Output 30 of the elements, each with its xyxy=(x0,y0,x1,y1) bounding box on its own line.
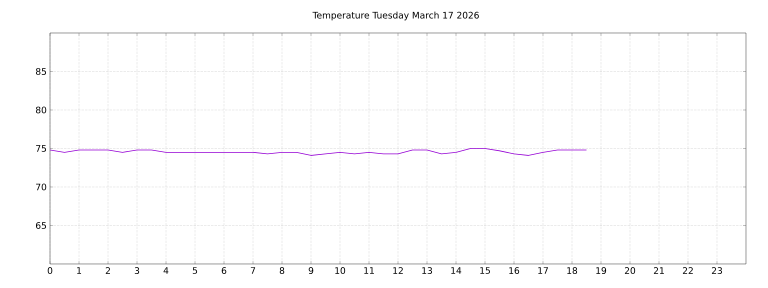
x-tick-label: 12 xyxy=(393,267,403,274)
y-tick-label: 75 xyxy=(36,145,46,152)
x-tick-label: 11 xyxy=(364,267,374,274)
x-tick-label: 2 xyxy=(106,267,110,274)
y-tick-label: 70 xyxy=(36,184,46,190)
x-tick-label: 19 xyxy=(596,267,606,274)
x-tick-label: 8 xyxy=(280,267,284,274)
x-tick-label: 22 xyxy=(682,267,693,274)
x-tick-label: 4 xyxy=(164,267,168,274)
x-tick-label: 16 xyxy=(509,267,520,274)
chart-title: Temperature Tuesday March 17 2026 xyxy=(312,12,479,20)
x-tick-label: 3 xyxy=(134,267,140,274)
x-tick-label: 23 xyxy=(712,267,722,274)
x-tick-label: 18 xyxy=(567,267,578,274)
x-tick-label: 13 xyxy=(422,267,432,274)
x-tick-label: 10 xyxy=(335,267,346,274)
x-tick-label: 7 xyxy=(250,267,256,274)
y-tick-label: 65 xyxy=(36,222,46,229)
x-tick-label: 0 xyxy=(48,267,52,274)
y-tick-label: 85 xyxy=(36,68,46,75)
x-tick-label: 20 xyxy=(624,267,636,274)
x-tick-label: 1 xyxy=(77,267,82,274)
x-tick-label: 14 xyxy=(451,267,462,274)
x-tick-label: 9 xyxy=(308,267,314,274)
x-tick-label: 6 xyxy=(222,267,226,274)
x-tick-label: 5 xyxy=(192,267,198,274)
y-tick-label: 80 xyxy=(36,106,46,114)
x-tick-label: 15 xyxy=(480,267,490,274)
x-tick-label: 21 xyxy=(654,267,664,274)
x-tick-label: 17 xyxy=(538,267,548,274)
